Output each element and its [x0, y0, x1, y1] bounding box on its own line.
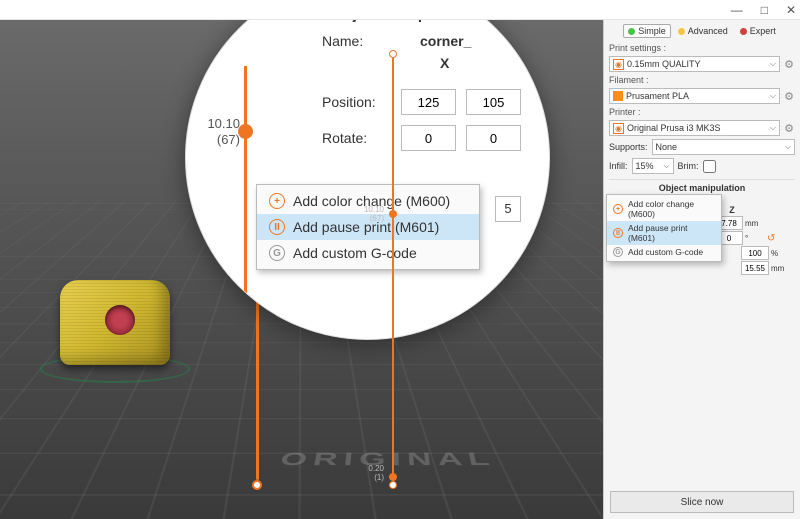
menu-label: Add custom G-code: [628, 247, 703, 257]
slider-layer: (67): [370, 214, 384, 223]
unit: mm: [745, 219, 763, 228]
menu-add-pause-print[interactable]: II Add pause print (M601): [607, 221, 721, 245]
mag-slider-layer: (67): [217, 132, 240, 147]
mode-label: Expert: [750, 26, 776, 36]
print-settings-label: Print settings :: [609, 43, 795, 53]
filament-combo[interactable]: Prusament PLA: [609, 88, 780, 104]
mag-slider-handle[interactable]: [238, 124, 253, 139]
right-panel: Simple Advanced Expert Print settings : …: [603, 20, 800, 519]
brim-label: Brim:: [678, 161, 699, 171]
infill-label: Infill:: [609, 161, 628, 171]
mode-label: Simple: [638, 26, 666, 36]
slider-bottom-layer: (1): [374, 473, 384, 482]
gear-icon[interactable]: ⚙: [783, 90, 795, 102]
combo-value: None: [656, 142, 678, 152]
axis-x: X: [440, 55, 449, 71]
pause-icon: II: [269, 219, 285, 235]
slider-value: 10.10: [364, 205, 384, 214]
brim-checkbox[interactable]: [703, 160, 716, 173]
printer-label: Printer :: [609, 107, 795, 117]
layer-slider[interactable]: 10.10 (67) 0.20 (1): [384, 50, 402, 489]
dot-icon: [678, 28, 685, 35]
slider-bottom-value: 0.20: [368, 464, 384, 473]
close-button[interactable]: ✕: [786, 3, 796, 17]
preset-icon: ◉: [613, 59, 624, 70]
dot-icon: [740, 28, 747, 35]
menu-add-custom-gcode[interactable]: G Add custom G-code: [257, 240, 479, 266]
rotate-x-input[interactable]: [401, 125, 456, 151]
plus-icon: +: [613, 204, 623, 214]
rotate-label: Rotate:: [322, 130, 391, 146]
unit: %: [771, 249, 789, 258]
filament-color-swatch: [613, 91, 623, 101]
mode-simple[interactable]: Simple: [623, 24, 671, 38]
menu-add-color-change[interactable]: + Add color change (M600): [607, 197, 721, 221]
supports-combo[interactable]: None: [652, 139, 795, 155]
slider-handle-bottom[interactable]: [389, 473, 397, 481]
slice-now-button[interactable]: Slice now: [610, 491, 794, 513]
supports-label: Supports:: [609, 142, 648, 152]
menu-label: Add pause print (M601): [628, 223, 715, 243]
rotate-y-input[interactable]: [466, 125, 521, 151]
printer-combo[interactable]: ◉Original Prusa i3 MK3S: [609, 120, 780, 136]
unit: mm: [771, 264, 789, 273]
slider-handle-top[interactable]: [389, 210, 397, 218]
mode-advanced[interactable]: Advanced: [673, 24, 733, 38]
mode-label: Advanced: [688, 26, 728, 36]
combo-value: Prusament PLA: [626, 91, 689, 101]
object-manipulation-title: Object manipulation: [609, 183, 795, 193]
gear-icon[interactable]: ⚙: [783, 58, 795, 70]
combo-value: 15%: [636, 161, 654, 171]
viewport-3d[interactable]: ORIGINAL 10.10 (67) Object manipula: [0, 20, 603, 519]
position-label: Position:: [322, 94, 391, 110]
model-object[interactable]: [60, 280, 170, 365]
position-x-input[interactable]: [401, 89, 456, 115]
name-value: corner_: [420, 33, 471, 49]
gear-icon[interactable]: ⚙: [783, 122, 795, 134]
magnifier-lens: Object manipula Name: corner_ X Position…: [185, 20, 550, 340]
mode-bar: Simple Advanced Expert: [609, 24, 795, 38]
infill-combo[interactable]: 15%: [632, 158, 674, 174]
mag-layer-slider[interactable]: 10.10 (67): [244, 66, 247, 339]
slider-context-menu-small: + Add color change (M600) II Add pause p…: [606, 194, 722, 262]
dot-icon: [628, 28, 635, 35]
combo-value: Original Prusa i3 MK3S: [627, 123, 721, 133]
plus-icon: +: [269, 193, 285, 209]
minimize-button[interactable]: —: [731, 3, 743, 17]
print-settings-combo[interactable]: ◉0.15mm QUALITY: [609, 56, 780, 72]
panel-title: Object manipula: [332, 20, 521, 23]
gcode-icon: G: [269, 245, 285, 261]
hidden-input: 5: [495, 196, 521, 222]
menu-label: Add color change (M600): [628, 199, 715, 219]
pause-icon: II: [613, 228, 623, 238]
position-y-input[interactable]: [466, 89, 521, 115]
titlebar: — □ ✕: [0, 0, 800, 20]
size-input[interactable]: [741, 261, 769, 275]
filament-label: Filament :: [609, 75, 795, 85]
gcode-icon: G: [613, 247, 623, 257]
maximize-button[interactable]: □: [761, 3, 768, 17]
slider-context-menu: + Add color change (M600) II Add pause p…: [256, 184, 480, 270]
combo-value: 0.15mm QUALITY: [627, 59, 701, 69]
reset-icon[interactable]: ↺: [767, 233, 775, 244]
unit: °: [745, 234, 763, 243]
mode-expert[interactable]: Expert: [735, 24, 781, 38]
name-label: Name:: [322, 33, 410, 49]
preset-icon: ◉: [613, 123, 624, 134]
mag-slider-value: 10.10: [207, 116, 240, 131]
scale-input[interactable]: [741, 246, 769, 260]
menu-add-custom-gcode[interactable]: G Add custom G-code: [607, 245, 721, 259]
